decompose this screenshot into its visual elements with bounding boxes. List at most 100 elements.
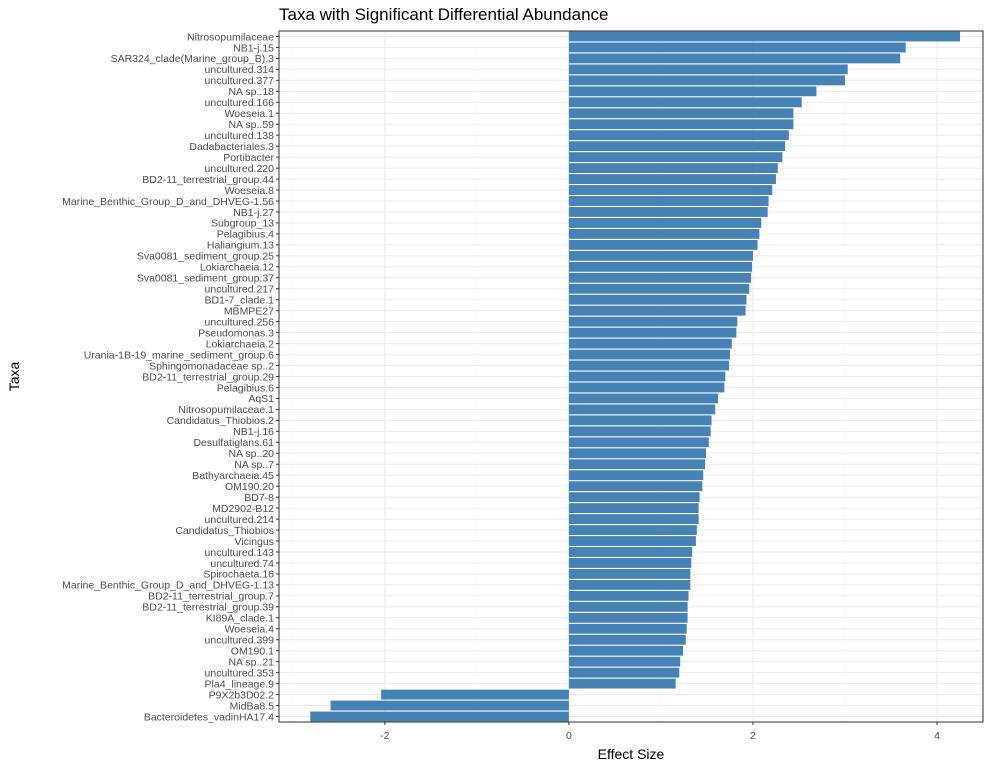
y-tick-label: BD2-11_terrestrial_group.29 xyxy=(142,371,274,383)
x-axis: -2 0 2 4 xyxy=(380,722,940,742)
bar xyxy=(568,228,760,239)
bar xyxy=(568,218,762,228)
bar xyxy=(568,97,802,108)
y-tick-label: Nitrosopumilaceae.1 xyxy=(178,404,274,416)
bar xyxy=(568,75,845,86)
bar xyxy=(568,590,689,601)
y-tick-label: Dadabacteriales.3 xyxy=(189,141,274,153)
bar xyxy=(568,283,750,294)
y-tick-label: NB1-j.27 xyxy=(233,207,274,219)
y-tick-label: MidBa8.5 xyxy=(230,700,275,712)
y-tick-label: Portibacter xyxy=(223,152,274,164)
bar xyxy=(568,360,730,371)
y-tick-label: uncultured.214 xyxy=(205,514,275,526)
y-tick-label: Bacteroidetes_vadinHA17.4 xyxy=(144,711,274,723)
bar xyxy=(568,196,769,206)
bar xyxy=(568,141,786,152)
y-tick-label: Woeseia.8 xyxy=(225,185,275,197)
y-tick-label: OM190.20 xyxy=(225,481,274,493)
y-tick-label: Pseudomonas.3 xyxy=(198,327,274,339)
bar xyxy=(568,579,691,590)
bar xyxy=(568,272,752,283)
bar xyxy=(568,536,696,546)
y-tick-label: Pla4_lineage.9 xyxy=(205,678,275,690)
bar xyxy=(568,656,681,667)
y-tick-label: Nitrosopumilaceae xyxy=(187,31,274,43)
x-tick-label: 2 xyxy=(750,730,756,742)
bar xyxy=(568,459,706,470)
bar xyxy=(568,53,901,64)
y-tick-label: uncultured.217 xyxy=(205,284,275,296)
bar xyxy=(568,119,794,130)
bar xyxy=(568,207,768,217)
y-tick-label: uncultured.220 xyxy=(205,163,275,175)
y-tick-label: Lokiarchaeia.2 xyxy=(206,338,274,350)
bar xyxy=(568,86,817,97)
y-tick-label: BD1-7_clade.1 xyxy=(205,295,275,307)
bar xyxy=(568,415,712,426)
y-tick-label: Marine_Benthic_Group_D_and_DHVEG-1.56 xyxy=(62,196,274,208)
y-tick-label: uncultured.377 xyxy=(205,75,275,87)
bar xyxy=(568,393,718,404)
bar xyxy=(568,470,704,481)
y-tick-label: Sphingomonadaceae sp..2 xyxy=(149,360,274,372)
bar xyxy=(330,700,569,711)
y-tick-label: Sva0081_sediment_group.25 xyxy=(137,251,274,263)
bar xyxy=(568,261,753,272)
y-tick-label: MD2902-B12 xyxy=(212,503,274,515)
bar xyxy=(568,152,783,163)
bar xyxy=(568,174,776,185)
y-tick-label: MBMPE27 xyxy=(224,305,274,317)
y-tick-label: P9X2b3D02.2 xyxy=(209,689,275,701)
x-tick-label: 0 xyxy=(566,730,572,742)
bar xyxy=(568,250,753,261)
bar xyxy=(568,612,688,623)
bar xyxy=(568,503,699,514)
y-tick-label: NA sp..21 xyxy=(228,656,274,668)
bar xyxy=(310,711,569,722)
y-tick-label: NA sp..20 xyxy=(228,448,274,460)
y-tick-label: Desulfatiglans.61 xyxy=(193,437,274,449)
y-tick-label: Candidatus_Thiobios xyxy=(175,525,274,537)
bar xyxy=(568,239,758,250)
bar xyxy=(568,601,688,612)
bar xyxy=(568,404,716,415)
bar xyxy=(568,31,960,42)
y-tick-label: AqS1 xyxy=(248,393,274,405)
bar xyxy=(568,327,737,338)
y-tick-label: Pelagibius.4 xyxy=(217,229,274,241)
x-axis-title: Effect Size xyxy=(598,746,665,762)
bar xyxy=(568,558,692,568)
bar xyxy=(568,678,676,689)
bar xyxy=(568,108,794,119)
y-tick-label: BD2-11_terrestrial_group.7 xyxy=(148,591,274,603)
bar xyxy=(568,42,906,53)
y-tick-label: Subgroup_13 xyxy=(211,218,274,230)
y-tick-label: uncultured.399 xyxy=(205,635,275,647)
x-tick-label: 4 xyxy=(934,730,940,742)
y-tick-label: Woeseia.1 xyxy=(225,108,275,120)
y-tick-label: BD2-11_terrestrial_group.44 xyxy=(142,174,274,186)
bars xyxy=(310,31,960,722)
y-tick-label: uncultured.353 xyxy=(205,667,275,679)
y-tick-label: SAR324_clade(Marine_group_B).3 xyxy=(111,53,275,65)
y-tick-label: OM190.1 xyxy=(231,646,274,658)
bar xyxy=(568,371,726,382)
y-tick-label: uncultured.138 xyxy=(205,130,275,142)
bar xyxy=(568,667,680,678)
bar xyxy=(568,492,700,503)
y-tick-label: BD7-8 xyxy=(244,492,274,504)
bar xyxy=(568,448,707,459)
y-tick-label: Bathyarchaeia.45 xyxy=(192,470,274,482)
y-tick-label: uncultured.143 xyxy=(205,547,275,559)
y-tick-label: BD2-11_terrestrial_group.39 xyxy=(142,602,274,614)
y-tick-label: Urania-1B-19_marine_sediment_group.6 xyxy=(84,349,274,361)
bar xyxy=(568,426,711,437)
bar xyxy=(568,294,747,305)
bar xyxy=(381,689,569,700)
bar xyxy=(568,634,686,645)
bar xyxy=(568,305,746,316)
bar xyxy=(568,64,848,75)
y-tick-label: KI89A_clade.1 xyxy=(206,613,274,625)
